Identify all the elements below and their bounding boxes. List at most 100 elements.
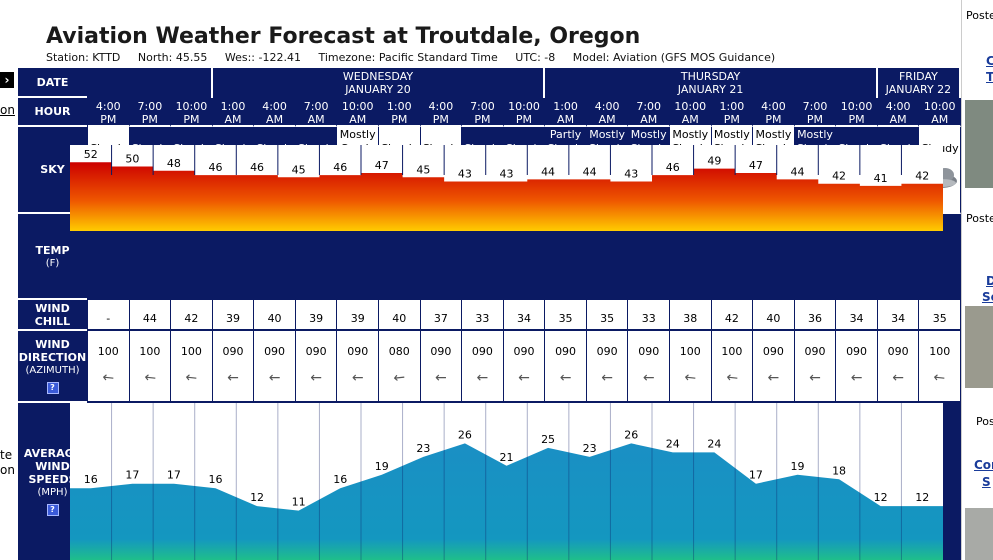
- day-date: JANUARY 22: [885, 83, 952, 96]
- day-header: WEDNESDAY JANUARY 20: [213, 68, 546, 98]
- wind-chill-cell: 36: [794, 300, 837, 331]
- wind-speed-label: 17: [167, 469, 181, 482]
- sky-condition-line1: Mostly: [797, 128, 833, 141]
- wind-direction-cell: 090 ←: [420, 331, 463, 403]
- left-text-fragment: on: [0, 463, 15, 477]
- hour-time: 10:00: [175, 100, 208, 113]
- help-icon[interactable]: ?: [46, 504, 59, 516]
- sky-condition-line1: Mostly: [339, 128, 376, 141]
- wind-chill-cell: 39: [212, 300, 255, 331]
- day-header: FRIDAY JANUARY 22: [878, 68, 961, 98]
- row-label-sky: SKY: [18, 127, 87, 214]
- hour-ampm: AM: [349, 113, 367, 126]
- wind-arrow-icon: ←: [892, 370, 904, 386]
- sidebar-text: Poste: [966, 9, 993, 22]
- hour-ampm: PM: [765, 113, 782, 126]
- wind-arrow-icon: ←: [434, 370, 447, 386]
- temperature-label: 50: [125, 153, 139, 166]
- wind-chill-cell: 37: [420, 300, 463, 331]
- hour-cell: 1:00 AM: [545, 98, 587, 127]
- hour-ampm: PM: [474, 113, 491, 126]
- hour-time: 7:00: [137, 100, 163, 113]
- wind-direction-value: 090: [305, 345, 327, 358]
- wind-direction-value: 100: [139, 345, 161, 358]
- wind-direction-cell: 090 ←: [586, 331, 629, 403]
- hour-ampm: PM: [432, 113, 449, 126]
- wind-direction-value: 090: [555, 345, 577, 358]
- temperature-label: 44: [791, 165, 805, 178]
- station-timezone: Timezone: Pacific Standard Time: [318, 51, 498, 64]
- wind-speed-label: 26: [458, 428, 472, 441]
- hour-cell: 10:00 PM: [171, 98, 213, 127]
- wind-direction-cell: 090 ←: [254, 331, 296, 403]
- wind-chill-cell: 34: [503, 300, 546, 331]
- expand-arrow-icon[interactable]: ›: [0, 72, 14, 88]
- wind-direction-value: 090: [347, 345, 369, 358]
- hour-ampm: PM: [723, 113, 740, 126]
- sidebar-link[interactable]: C: [986, 54, 993, 68]
- forecast-charts: 52 50 48 46 46 45 46 47 45 43 43 44 44 43 46 49 47 44 42 41…: [70, 145, 943, 560]
- hour-cell: 1:00 PM: [711, 98, 754, 127]
- wind-speed-label: 11: [292, 496, 306, 509]
- wind-direction-value: 090: [762, 345, 784, 358]
- wind-direction-cell: 100 ←: [171, 331, 213, 403]
- sidebar-link[interactable]: S: [982, 475, 991, 489]
- wind-direction-cell: 100 ←: [670, 331, 712, 403]
- sidebar-thumbnail-image[interactable]: [965, 306, 993, 388]
- wind-chill-cell: 40: [753, 300, 795, 331]
- sidebar-link[interactable]: Cor: [974, 458, 993, 472]
- sidebar-link[interactable]: T: [986, 70, 993, 84]
- wind-speed-label: 12: [874, 491, 888, 504]
- temperature-area: [70, 162, 943, 231]
- day-header: [88, 68, 213, 98]
- left-link-fragment[interactable]: on: [0, 103, 15, 117]
- sidebar-thumbnail-image[interactable]: [965, 508, 993, 560]
- wind-speed-label: 19: [375, 460, 389, 473]
- temperature-label: 43: [624, 168, 638, 181]
- temperature-label: 46: [209, 161, 223, 174]
- hour-cell: 10:00 PM: [503, 98, 546, 127]
- wind-direction-value: 080: [388, 345, 410, 358]
- sky-condition-line1: Mostly: [713, 128, 750, 141]
- hour-ampm: PM: [515, 113, 533, 126]
- hour-ampm: AM: [681, 113, 699, 126]
- sky-condition-line1: Mostly: [630, 128, 667, 141]
- wind-arrow-icon: ←: [310, 370, 322, 386]
- help-icon[interactable]: ?: [46, 382, 59, 394]
- row-label-wind-direction: WIND DIRECTION (AZIMUTH)?: [18, 331, 87, 403]
- wind-chill-cell: 34: [877, 300, 920, 331]
- wind-direction-value: 090: [264, 345, 286, 358]
- hour-time: 4:00: [95, 100, 121, 113]
- wind-direction-value: 100: [721, 345, 743, 358]
- wind-chill-cell: 42: [171, 300, 213, 331]
- sidebar-link[interactable]: D: [986, 274, 993, 288]
- day-name: FRIDAY: [898, 70, 938, 83]
- day-date: JANUARY 21: [677, 83, 744, 96]
- wind-direction-value: 100: [180, 345, 202, 358]
- day-date: JANUARY 20: [345, 83, 411, 96]
- day-header: THURSDAY JANUARY 21: [545, 68, 878, 98]
- temperature-label: 44: [583, 165, 597, 178]
- wind-direction-value: 090: [222, 345, 244, 358]
- hour-time: 10:00: [341, 100, 374, 113]
- hour-cell: 4:00 PM: [88, 98, 130, 127]
- sidebar-link[interactable]: Se: [982, 290, 993, 304]
- sky-condition-line1: Mostly: [672, 128, 709, 141]
- wind-speed-label: 16: [333, 473, 347, 486]
- hour-time: 4:00: [885, 100, 911, 113]
- sky-condition-line1: Mostly: [755, 128, 792, 141]
- hour-time: 10:00: [840, 100, 873, 113]
- hour-ampm: AM: [889, 113, 907, 126]
- temperature-label: 49: [707, 155, 721, 168]
- sidebar-thumbnail-image[interactable]: [965, 100, 993, 188]
- wind-chill-cell: 39: [295, 300, 338, 331]
- station-latitude: North: 45.55: [137, 51, 208, 64]
- hour-time: 7:00: [470, 100, 495, 113]
- hour-cell: 7:00 PM: [794, 98, 837, 127]
- hour-cell: 4:00 PM: [420, 98, 463, 127]
- temperature-label: 43: [500, 168, 514, 181]
- wind-direction-cell: 090 ←: [295, 331, 338, 403]
- hour-ampm: AM: [266, 113, 284, 126]
- day-name: THURSDAY: [680, 70, 741, 83]
- station-utc-offset: UTC: -8: [515, 51, 556, 64]
